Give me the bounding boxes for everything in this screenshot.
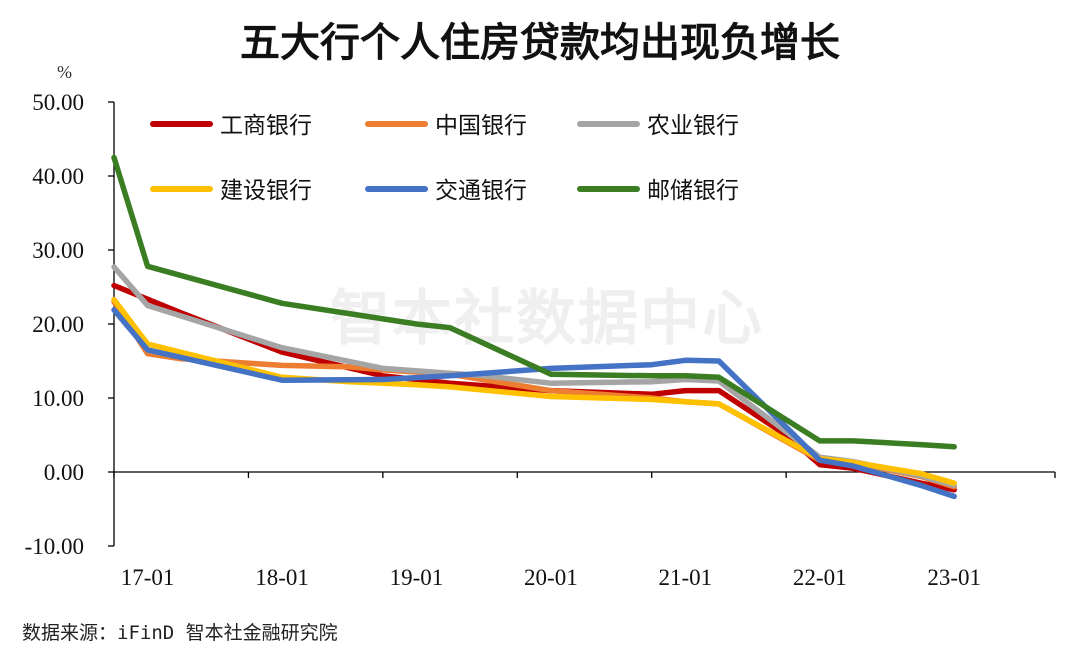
y-tick-label: 0.00 [44,460,84,485]
y-tick-label: 20.00 [32,312,84,337]
series-line-6 [111,154,957,450]
series-lines [111,154,957,500]
legend-label: 建设银行 [220,178,312,204]
y-tick-label: 50.00 [32,90,84,115]
legend-label: 邮储银行 [647,178,739,204]
x-tick-label: 18-01 [255,565,309,590]
y-tick-label: 30.00 [32,238,84,263]
data-source-note: 数据来源：iFinD 智本社金融研究院 [22,622,338,644]
y-tick-label: 40.00 [32,164,84,189]
y-tick-label: 10.00 [32,386,84,411]
x-tick-label: 21-01 [658,565,712,590]
x-tick-label: 20-01 [524,565,578,590]
x-tick-label: 23-01 [927,565,981,590]
tick-labels: -10.00 0.00 10.00 20.00 30.00 40.00 50.00 17-01… [25,90,981,590]
x-tick-label: 22-01 [793,565,847,590]
series-line-5 [111,307,957,500]
x-tick-label: 19-01 [390,565,444,590]
legend-label: 中国银行 [435,113,527,139]
x-tick-label: 17-01 [121,565,175,590]
legend-label: 交通银行 [435,178,527,204]
chart-title: 五大行个人住房贷款均出现负增长 [240,20,840,66]
legend-label: 工商银行 [220,113,312,139]
legend-label: 农业银行 [647,113,739,139]
y-axis-unit: % [57,62,72,82]
y-tick-label: -10.00 [25,534,84,559]
series-line-3 [111,264,957,489]
